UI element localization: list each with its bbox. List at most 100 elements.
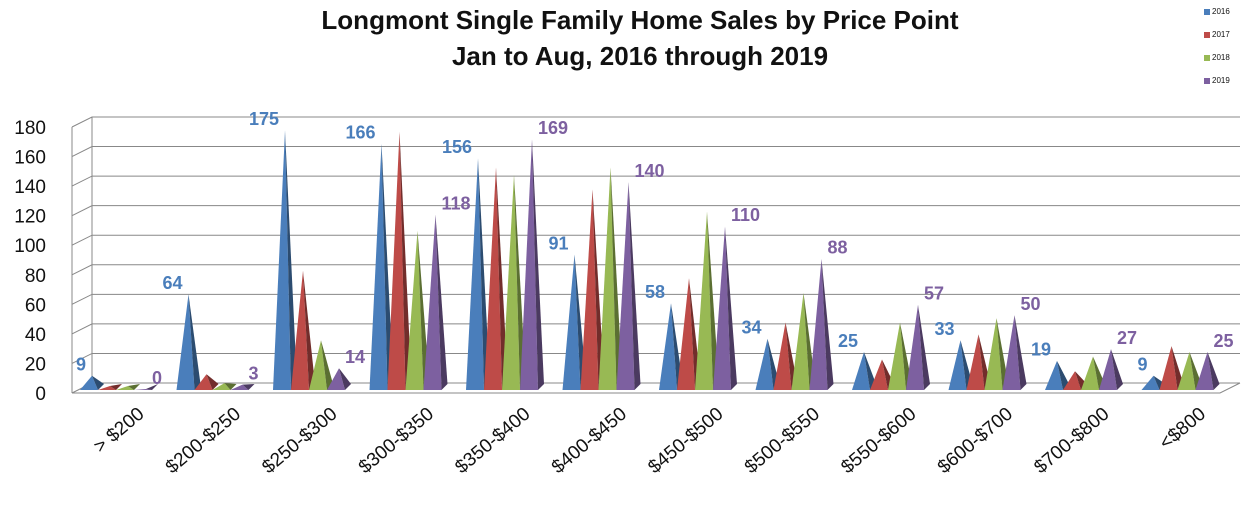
- grid-line: [71, 234, 1240, 246]
- bar-face: [339, 368, 351, 390]
- chart-subtitle: Jan to Aug, 2016 through 2019: [452, 41, 828, 71]
- bar: [520, 139, 544, 390]
- bar-face: [230, 384, 249, 390]
- y-tick-label: 140: [14, 177, 46, 198]
- legend-label: 2017: [1212, 30, 1230, 39]
- bar-face: [399, 131, 412, 390]
- grid-line: [71, 323, 1240, 335]
- bar: [423, 214, 448, 390]
- x-tick-label: $300-$350: [355, 404, 438, 479]
- data-label: 9: [76, 354, 86, 374]
- bar-face: [1063, 371, 1081, 390]
- data-label: 88: [828, 238, 848, 258]
- y-tick-label: 60: [25, 295, 46, 316]
- bar-face: [1014, 315, 1027, 390]
- bar-face: [435, 214, 448, 390]
- bar-face: [466, 158, 484, 390]
- x-tick-label: $450-$500: [644, 404, 727, 479]
- bar: [327, 368, 351, 390]
- data-label: 34: [741, 318, 761, 338]
- bar: [1159, 346, 1184, 390]
- bar-face: [478, 158, 490, 390]
- data-label: 91: [548, 233, 568, 253]
- bar: [713, 226, 737, 390]
- bar-face: [321, 340, 333, 390]
- bar-face: [285, 130, 297, 390]
- y-tick-label: 80: [25, 266, 46, 287]
- bar-face: [918, 304, 930, 390]
- bar-face: [291, 270, 309, 390]
- bar-face: [1207, 352, 1220, 390]
- bar-face: [1099, 349, 1117, 390]
- legend-label: 2016: [1212, 7, 1230, 16]
- legend-swatch: [1204, 78, 1210, 84]
- bar-face: [677, 278, 695, 390]
- y-tick-label: 100: [14, 236, 46, 257]
- data-label: 169: [538, 118, 568, 138]
- bar-face: [128, 384, 140, 390]
- bar: [230, 384, 255, 390]
- bar: [1099, 349, 1123, 390]
- x-tick-label: $350-$400: [451, 404, 534, 479]
- data-label: 166: [345, 122, 375, 142]
- legend-swatch: [1204, 55, 1210, 61]
- y-tick-label: 160: [14, 148, 46, 169]
- bar: [387, 131, 412, 390]
- bar-face: [423, 214, 442, 390]
- bar: [116, 384, 140, 390]
- grid-line: [71, 205, 1240, 217]
- bar-face: [707, 211, 719, 390]
- legend-swatch: [1204, 32, 1210, 38]
- data-label: 156: [442, 137, 472, 157]
- bar-face: [1045, 360, 1063, 390]
- data-label: 50: [1021, 294, 1041, 314]
- bar: [194, 374, 219, 390]
- y-tick-label: 20: [25, 354, 46, 375]
- bar-face: [176, 294, 195, 390]
- bar: [1002, 315, 1027, 390]
- floor: [72, 382, 1241, 394]
- x-tick-label: <$800: [1156, 404, 1210, 454]
- data-label: 27: [1117, 328, 1137, 348]
- bar-face: [405, 230, 424, 390]
- bar-face: [303, 270, 315, 390]
- bar-face: [327, 368, 345, 390]
- bar-face: [1111, 349, 1123, 390]
- bar-face: [616, 182, 635, 390]
- x-tick-label: $250-$300: [258, 404, 341, 479]
- grid-line: [71, 352, 1240, 364]
- bar: [134, 384, 158, 390]
- bar-face: [80, 375, 98, 390]
- bar-face: [206, 374, 219, 390]
- data-label: 0: [152, 368, 162, 388]
- bar: [1045, 360, 1069, 390]
- bar-face: [387, 131, 406, 390]
- bar-face: [948, 340, 967, 390]
- bar-face: [224, 383, 237, 390]
- bar: [484, 167, 508, 390]
- data-label: 175: [249, 109, 279, 129]
- legend-swatch: [1204, 9, 1210, 15]
- bar: [291, 270, 315, 390]
- bar: [309, 340, 333, 390]
- x-tick-label: $500-$550: [741, 404, 824, 479]
- legend-label: 2018: [1212, 53, 1230, 62]
- bar-face: [695, 211, 713, 390]
- bar: [809, 258, 834, 390]
- bar-face: [1057, 360, 1069, 390]
- bar-face: [610, 167, 623, 390]
- bar-face: [1159, 346, 1178, 390]
- bar-face: [864, 352, 876, 390]
- grid-line: [71, 146, 1240, 158]
- y-tick-label: 180: [14, 118, 46, 139]
- grid-line: [71, 264, 1240, 276]
- data-label: 58: [645, 282, 665, 302]
- bar-face: [725, 226, 737, 390]
- x-tick-label: $550-$600: [837, 404, 920, 479]
- bar-face: [821, 258, 834, 390]
- bar: [598, 167, 623, 390]
- bar-face: [110, 384, 122, 390]
- bar: [212, 383, 237, 390]
- x-tick-label: > $200: [90, 404, 148, 458]
